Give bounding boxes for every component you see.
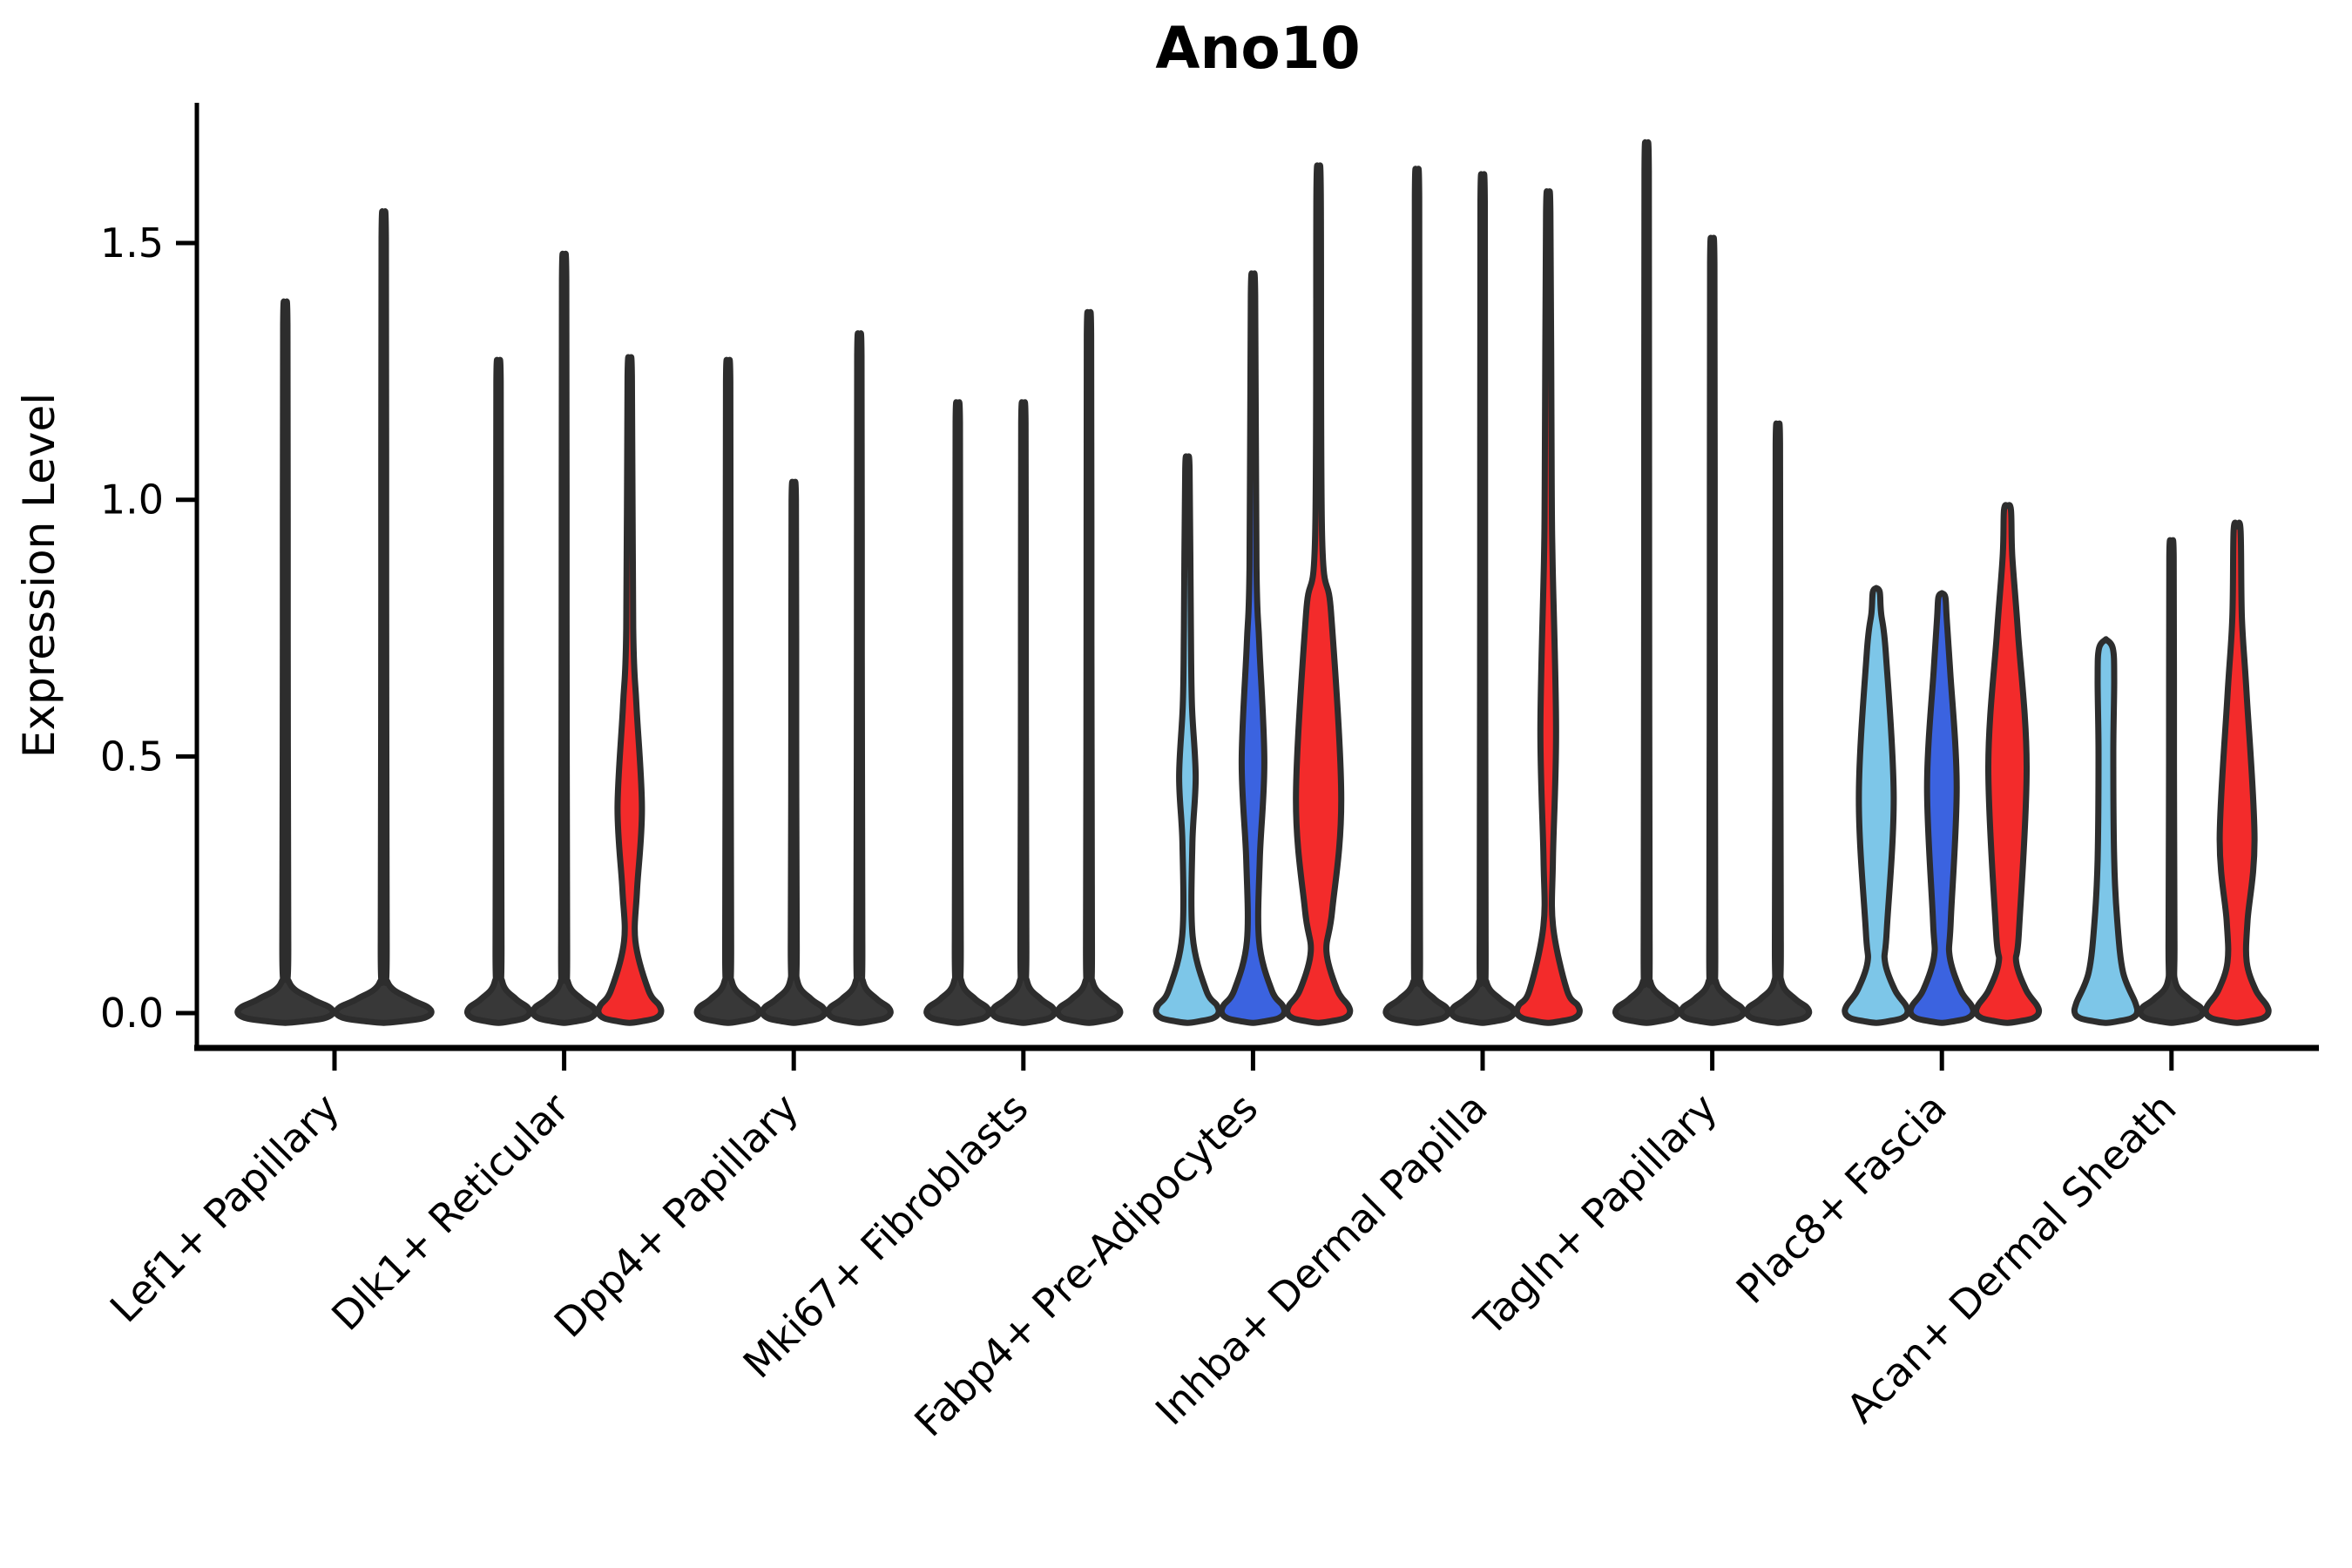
x-tick-label: Plac8+ Fascia — [1727, 1085, 1956, 1313]
y-tick-label: 0.0 — [100, 990, 164, 1037]
violin-dpp4-papillary-3 — [825, 330, 894, 1026]
x-tick-label: Dpp4+ Papillary — [545, 1085, 808, 1347]
violin-plac8-fascia-2 — [1907, 590, 1977, 1026]
violin-mki67-fibroblasts-1 — [923, 399, 992, 1026]
violin-mki67-fibroblasts-3 — [1054, 308, 1124, 1026]
x-tick-label: Dlk1+ Reticular — [322, 1085, 578, 1340]
violin-acan-dermal-sheath-3 — [2202, 519, 2272, 1026]
violin-lef1-papillary-2 — [333, 208, 435, 1026]
violin-dlk1-reticular-3 — [595, 354, 665, 1026]
x-tick-label: Tagln+ Papillary — [1465, 1085, 1727, 1346]
violin-lef1-papillary-1 — [234, 298, 336, 1026]
violin-inhba-dermal-papilla-3 — [1513, 188, 1583, 1026]
y-tick-label: 1.5 — [100, 220, 164, 267]
violin-dpp4-papillary-2 — [759, 478, 828, 1026]
violin-fabp4-pre-adipocytes-3 — [1284, 162, 1354, 1026]
violin-inhba-dermal-papilla-2 — [1448, 171, 1517, 1026]
violin-fabp4-pre-adipocytes-1 — [1152, 453, 1222, 1026]
violin-dlk1-reticular-2 — [530, 250, 598, 1026]
violin-inhba-dermal-papilla-1 — [1382, 166, 1451, 1026]
violin-acan-dermal-sheath-2 — [2137, 537, 2207, 1026]
y-tick-label: 0.5 — [100, 733, 164, 780]
violin-acan-dermal-sheath-1 — [2071, 636, 2141, 1026]
violin-dlk1-reticular-1 — [463, 356, 533, 1026]
violin-tagln-papillary-2 — [1678, 234, 1747, 1026]
violin-fabp4-pre-adipocytes-2 — [1218, 270, 1288, 1026]
violin-tagln-papillary-1 — [1612, 139, 1681, 1026]
violin-mki67-fibroblasts-2 — [989, 399, 1058, 1026]
violin-plac8-fascia-1 — [1842, 585, 1911, 1026]
x-tick-label: Lef1+ Papillary — [101, 1085, 348, 1332]
violin-dpp4-papillary-1 — [693, 356, 763, 1026]
y-tick-label: 1.0 — [100, 476, 164, 524]
chart-title: Ano10 — [1155, 15, 1360, 82]
violin-plac8-fascia-3 — [1972, 502, 2043, 1026]
violin-tagln-papillary-3 — [1743, 420, 1813, 1026]
y-axis-label: Expression Level — [14, 393, 64, 758]
